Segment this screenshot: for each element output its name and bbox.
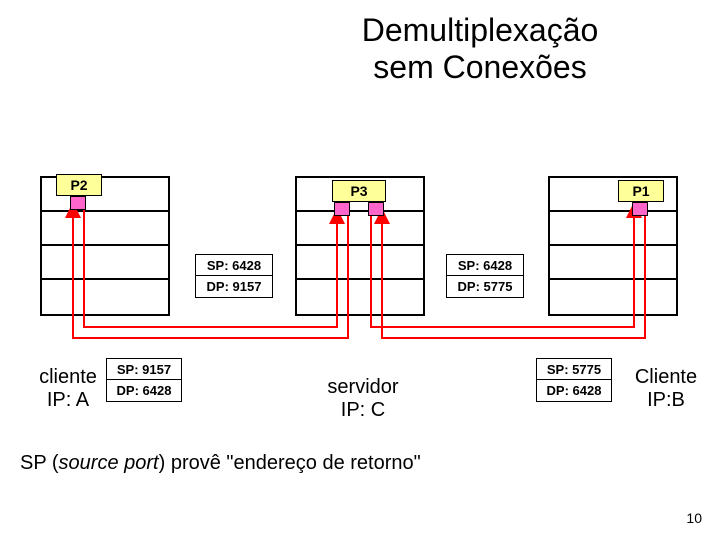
packet-dp: DP: 9157 — [196, 276, 272, 297]
title-line1: Demultiplexação — [362, 12, 599, 48]
host-label-a: cliente IP: A — [28, 366, 108, 412]
host-label-c: servidor IP: C — [313, 376, 413, 422]
stack-row — [550, 246, 676, 280]
packet-sp: SP: 6428 — [447, 255, 523, 276]
caption: SP (source port) provê "endereço de reto… — [20, 452, 421, 475]
stack-row — [42, 280, 168, 314]
host-stack-left — [40, 176, 170, 316]
socket — [368, 202, 384, 216]
packet-sp: SP: 6428 — [196, 255, 272, 276]
socket — [334, 202, 350, 216]
packet-b: SP: 6428 DP: 5775 — [446, 254, 524, 298]
packet-dp: DP: 6428 — [537, 380, 611, 401]
process-p2: P2 — [56, 174, 102, 196]
packet-a: SP: 6428 DP: 9157 — [195, 254, 273, 298]
host-label-line: cliente — [39, 366, 97, 388]
caption-text: SP ( — [20, 452, 59, 474]
process-label: P2 — [70, 177, 87, 193]
packet-sp: SP: 9157 — [107, 359, 181, 380]
host-label-line: IP:B — [647, 389, 685, 411]
host-label-line: IP: A — [47, 389, 89, 411]
process-p3: P3 — [332, 180, 386, 202]
host-label-line: servidor — [327, 376, 398, 398]
stack-row — [297, 280, 423, 314]
process-label: P1 — [632, 183, 649, 199]
process-label: P3 — [350, 183, 367, 199]
host-label-b: Cliente IP:B — [626, 366, 706, 412]
stack-row — [42, 246, 168, 280]
host-label-line: IP: C — [341, 399, 385, 421]
packet-sp: SP: 5775 — [537, 359, 611, 380]
slide-title: Demultiplexação sem Conexões — [310, 12, 650, 86]
stack-row — [550, 280, 676, 314]
packet-dp: DP: 5775 — [447, 276, 523, 297]
packet-c: SP: 9157 DP: 6428 — [106, 358, 182, 402]
host-label-line: Cliente — [635, 366, 697, 388]
socket — [70, 196, 86, 210]
packet-d: SP: 5775 DP: 6428 — [536, 358, 612, 402]
stack-row — [42, 212, 168, 246]
stack-row — [297, 246, 423, 280]
packet-dp: DP: 6428 — [107, 380, 181, 401]
title-line2: sem Conexões — [373, 49, 586, 85]
stack-row — [297, 212, 423, 246]
caption-text: ) provê "endereço de retorno" — [159, 452, 421, 474]
socket — [632, 202, 648, 216]
process-p1: P1 — [618, 180, 664, 202]
slide-number: 10 — [686, 510, 702, 526]
stack-row — [550, 212, 676, 246]
caption-italic: source port — [59, 452, 159, 474]
